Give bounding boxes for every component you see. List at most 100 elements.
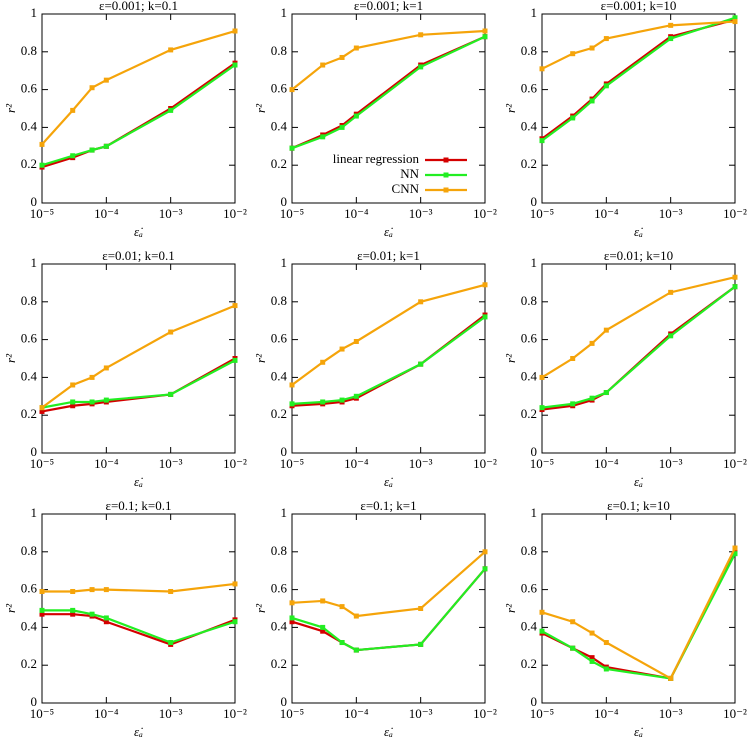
x-axis-label: ε̇ₐ bbox=[634, 474, 643, 489]
series-line bbox=[291, 35, 486, 150]
point bbox=[70, 399, 76, 405]
x-tick-label: 10⁻² bbox=[223, 706, 247, 721]
point bbox=[418, 32, 424, 38]
y-tick-label: 0.4 bbox=[521, 618, 538, 633]
y-tick-label: 0.6 bbox=[271, 581, 288, 596]
x-tick-label: 10⁻³ bbox=[159, 206, 183, 221]
point bbox=[353, 338, 359, 344]
point bbox=[168, 107, 174, 113]
point bbox=[168, 329, 174, 335]
point bbox=[339, 54, 345, 60]
point bbox=[232, 357, 238, 363]
point bbox=[168, 391, 174, 397]
point bbox=[320, 134, 326, 140]
point bbox=[103, 587, 109, 593]
point bbox=[603, 640, 609, 646]
y-tick-label: 0.2 bbox=[21, 656, 37, 671]
y-tick-label: 0 bbox=[31, 194, 38, 209]
y-tick-label: 0.6 bbox=[21, 581, 38, 596]
y-tick-label: 0 bbox=[531, 194, 538, 209]
x-tick-label: 10⁻² bbox=[473, 206, 497, 221]
y-axis-label: r² bbox=[503, 353, 518, 363]
y-tick-label: 0.6 bbox=[521, 331, 538, 346]
x-tick-label: 10⁻³ bbox=[409, 456, 433, 471]
point bbox=[89, 399, 95, 405]
y-tick-label: 0.8 bbox=[271, 293, 287, 308]
point bbox=[418, 299, 424, 305]
y-tick-label: 0 bbox=[31, 444, 38, 459]
plot-frame bbox=[291, 513, 486, 704]
x-tick-label: 10⁻⁵ bbox=[530, 706, 554, 721]
y-tick-label: 0 bbox=[531, 694, 538, 709]
point bbox=[320, 359, 326, 365]
y-tick-label: 0.8 bbox=[21, 43, 37, 58]
point bbox=[603, 36, 609, 42]
point bbox=[89, 147, 95, 153]
series-line bbox=[291, 35, 486, 150]
point bbox=[320, 62, 326, 68]
series-line bbox=[291, 316, 486, 405]
x-tick-label: 10⁻⁴ bbox=[94, 206, 119, 221]
x-axis-label: ε̇ₐ bbox=[134, 474, 143, 489]
point bbox=[39, 405, 45, 411]
y-tick-label: 0.2 bbox=[271, 156, 287, 171]
x-axis-label: ε̇ₐ bbox=[134, 224, 143, 239]
point bbox=[570, 645, 576, 651]
point bbox=[539, 138, 545, 144]
point bbox=[232, 62, 238, 68]
point bbox=[589, 395, 595, 401]
legend-marker bbox=[443, 187, 449, 193]
x-axis-label: ε̇ₐ bbox=[384, 474, 393, 489]
series-line bbox=[291, 568, 486, 652]
y-tick-label: 0.4 bbox=[521, 118, 538, 133]
x-tick-label: 10⁻⁵ bbox=[280, 456, 304, 471]
y-tick-label: 0.8 bbox=[521, 293, 537, 308]
point bbox=[603, 666, 609, 672]
point bbox=[39, 588, 45, 594]
y-tick-label: 0.6 bbox=[521, 581, 538, 596]
x-tick-label: 10⁻² bbox=[723, 456, 747, 471]
x-tick-label: 10⁻⁴ bbox=[344, 206, 369, 221]
point bbox=[39, 607, 45, 613]
legend-label: CNN bbox=[392, 181, 420, 196]
point bbox=[539, 628, 545, 634]
series-line bbox=[541, 285, 736, 411]
y-axis-label: r² bbox=[253, 103, 268, 113]
y-tick-label: 0.6 bbox=[21, 81, 38, 96]
point bbox=[39, 408, 45, 414]
point bbox=[732, 15, 738, 21]
point bbox=[589, 45, 595, 51]
series-line bbox=[42, 582, 236, 593]
point bbox=[103, 397, 109, 403]
point bbox=[232, 303, 238, 309]
y-tick-label: 0.4 bbox=[271, 368, 288, 383]
point bbox=[603, 390, 609, 396]
legend-label: NN bbox=[400, 166, 419, 181]
series-line bbox=[291, 550, 486, 618]
x-tick-label: 10⁻⁴ bbox=[344, 706, 369, 721]
point bbox=[339, 604, 345, 610]
plot-frame bbox=[541, 13, 736, 204]
point bbox=[320, 628, 326, 634]
point bbox=[589, 655, 595, 661]
panel-title: ε=0.1; k=0.1 bbox=[106, 498, 172, 513]
point bbox=[353, 113, 359, 119]
x-tick-label: 10⁻⁵ bbox=[530, 206, 554, 221]
point bbox=[289, 87, 295, 93]
point bbox=[320, 624, 326, 630]
y-tick-label: 0.8 bbox=[21, 543, 37, 558]
y-tick-label: 1 bbox=[281, 5, 288, 20]
x-tick-label: 10⁻⁵ bbox=[280, 706, 304, 721]
x-tick-label: 10⁻² bbox=[723, 706, 747, 721]
y-axis-label: r² bbox=[253, 603, 268, 613]
point bbox=[668, 675, 674, 681]
series-line bbox=[541, 285, 736, 409]
y-tick-label: 0.4 bbox=[521, 368, 538, 383]
point bbox=[289, 615, 295, 621]
series-line bbox=[541, 547, 736, 680]
y-tick-label: 0.4 bbox=[21, 618, 38, 633]
point bbox=[570, 51, 576, 57]
series-line bbox=[42, 609, 236, 644]
x-axis-label: ε̇ₐ bbox=[384, 224, 393, 239]
